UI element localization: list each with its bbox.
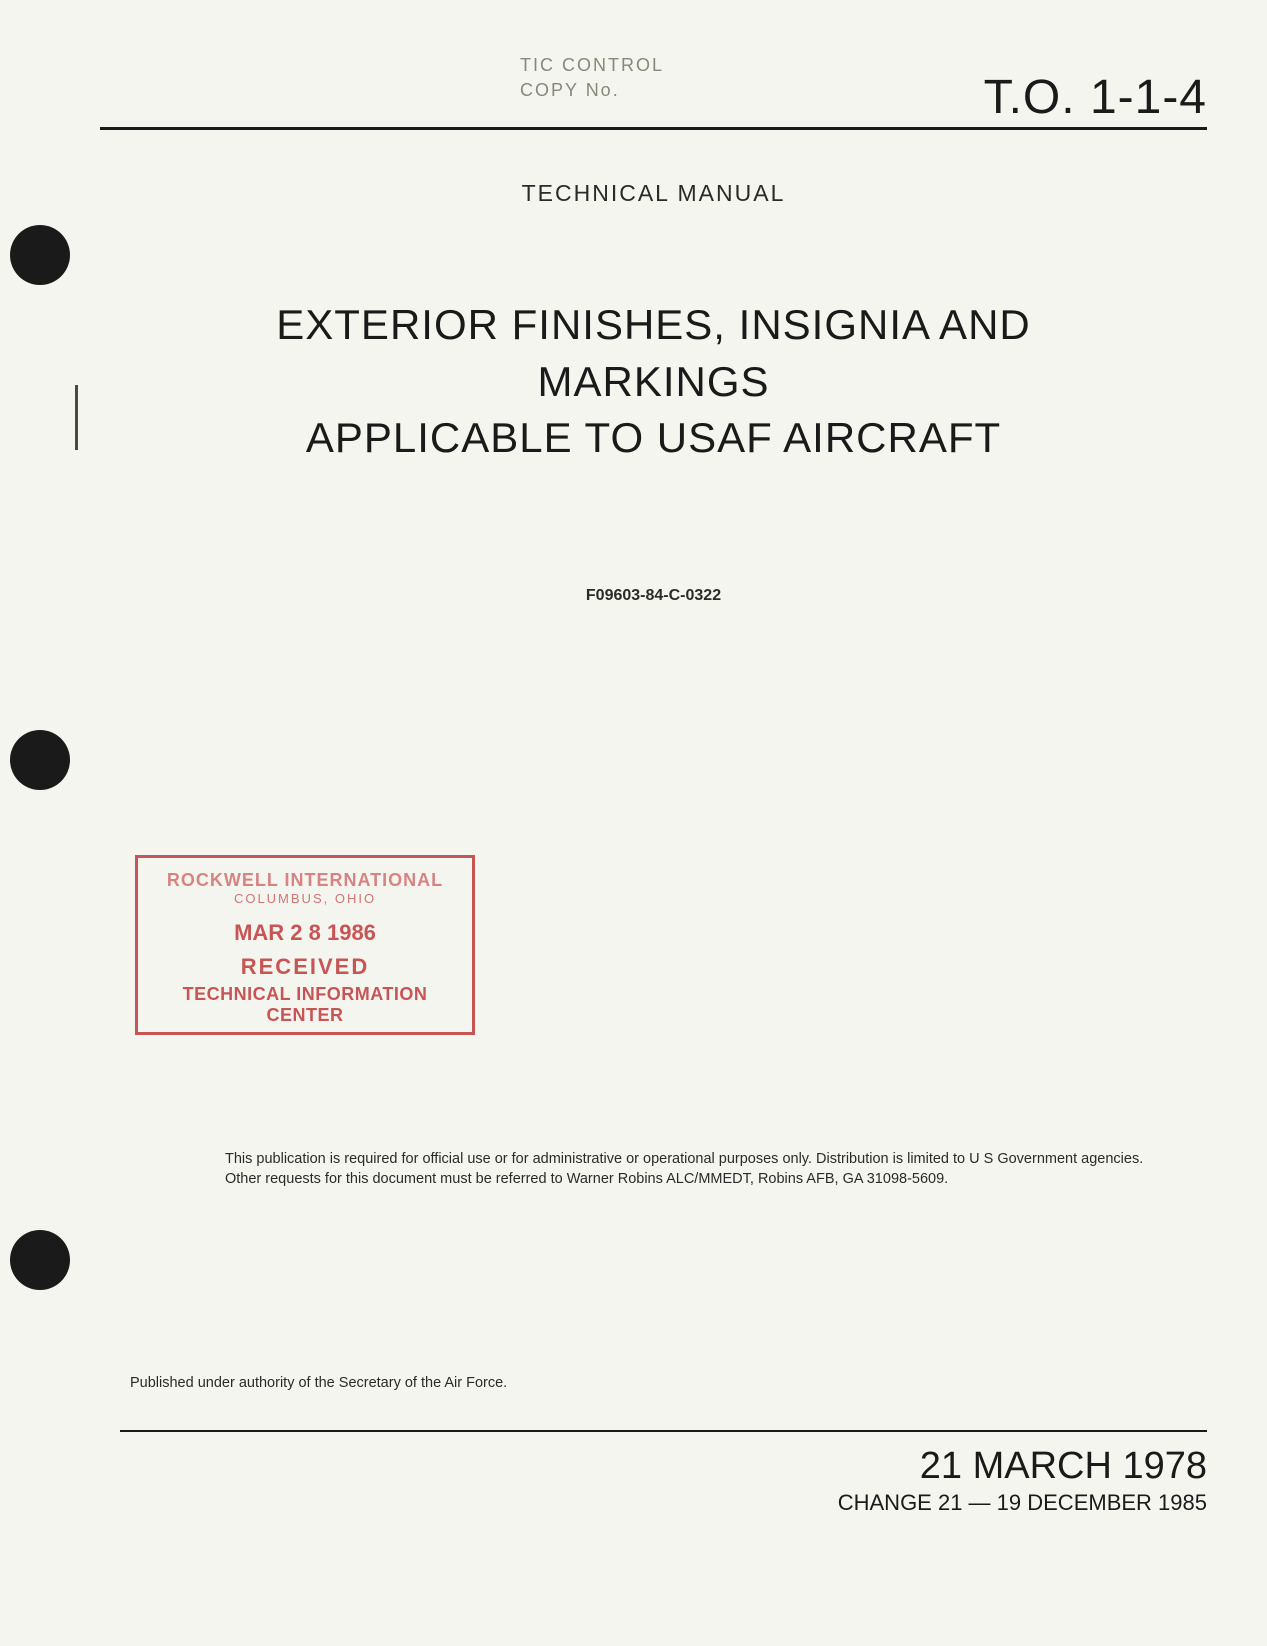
punch-hole-middle (10, 730, 70, 790)
stamp-received-label: RECEIVED (146, 954, 464, 980)
tic-control-label: TIC CONTROL (520, 55, 664, 76)
document-title: EXTERIOR FINISHES, INSIGNIA AND MARKINGS… (100, 297, 1207, 467)
publication-date: 21 MARCH 1978 (838, 1445, 1207, 1488)
date-block: 21 MARCH 1978 CHANGE 21 — 19 DECEMBER 19… (838, 1445, 1207, 1516)
contract-number: F09603-84-C-0322 (100, 587, 1207, 605)
change-date: CHANGE 21 — 19 DECEMBER 1985 (838, 1490, 1207, 1516)
title-line-1: EXTERIOR FINISHES, INSIGNIA AND (100, 297, 1207, 354)
stamp-location: COLUMBUS, OHIO (146, 891, 464, 906)
bottom-horizontal-rule (120, 1430, 1207, 1432)
technical-order-number: T.O. 1-1-4 (984, 70, 1207, 125)
stamp-company: ROCKWELL INTERNATIONAL (146, 870, 464, 891)
technical-manual-label: TECHNICAL MANUAL (100, 180, 1207, 207)
distribution-statement: This publication is required for officia… (225, 1150, 1177, 1189)
publication-authority: Published under authority of the Secreta… (130, 1375, 507, 1391)
change-bar (75, 385, 78, 450)
stamp-center-label: TECHNICAL INFORMATION CENTER (146, 984, 464, 1026)
punch-hole-bottom (10, 1230, 70, 1290)
received-stamp: ROCKWELL INTERNATIONAL COLUMBUS, OHIO MA… (135, 855, 475, 1035)
stamp-date: MAR 2 8 1986 (146, 920, 464, 946)
punch-hole-top (10, 225, 70, 285)
title-line-2: MARKINGS (100, 354, 1207, 411)
header-region: TIC CONTROL COPY No. T.O. 1-1-4 (100, 70, 1207, 130)
copy-number-label: COPY No. (520, 80, 620, 101)
title-line-3: APPLICABLE TO USAF AIRCRAFT (100, 410, 1207, 467)
